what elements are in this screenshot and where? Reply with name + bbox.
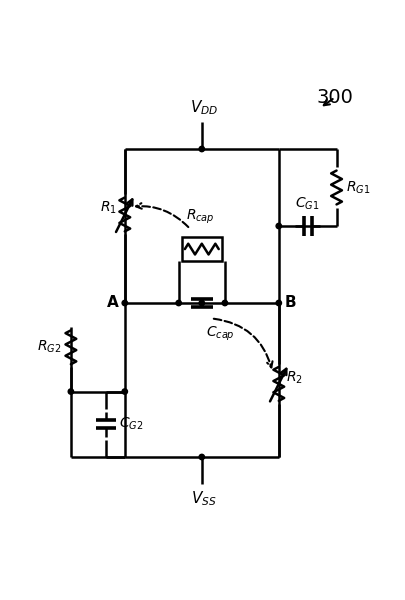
Text: $R_{G2}$: $R_{G2}$	[37, 339, 62, 355]
Text: $C_{G1}$: $C_{G1}$	[295, 196, 320, 212]
Text: $C_{G2}$: $C_{G2}$	[119, 416, 144, 433]
Text: $R_{G1}$: $R_{G1}$	[346, 179, 370, 196]
Circle shape	[122, 301, 128, 305]
Circle shape	[199, 301, 205, 305]
Circle shape	[276, 301, 281, 305]
Text: $R_1$: $R_1$	[100, 200, 117, 217]
Text: A: A	[107, 295, 119, 310]
Circle shape	[122, 389, 128, 394]
Text: 300: 300	[317, 88, 354, 107]
Text: B: B	[285, 295, 296, 310]
Text: $V_{SS}$: $V_{SS}$	[191, 490, 217, 508]
Bar	[182, 237, 222, 262]
Text: $V_{DD}$: $V_{DD}$	[190, 98, 218, 116]
Circle shape	[68, 389, 74, 394]
Circle shape	[199, 454, 205, 460]
Circle shape	[222, 301, 228, 305]
Text: $R_2$: $R_2$	[286, 370, 303, 386]
Circle shape	[199, 146, 205, 152]
Text: $R_{cap}$: $R_{cap}$	[186, 208, 215, 226]
Circle shape	[176, 301, 181, 305]
Text: $C_{cap}$: $C_{cap}$	[206, 325, 234, 343]
Circle shape	[276, 223, 281, 229]
